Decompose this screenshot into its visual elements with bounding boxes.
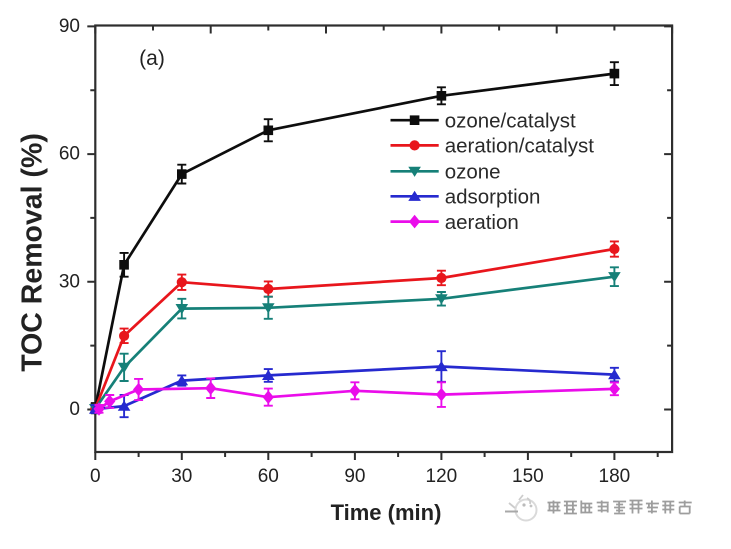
svg-text:30: 30 [171, 466, 192, 487]
svg-text:30: 30 [59, 271, 80, 292]
svg-text:120: 120 [426, 466, 458, 487]
svg-text:Time (min): Time (min) [331, 500, 442, 525]
svg-text:150: 150 [512, 466, 544, 487]
svg-text:0: 0 [90, 466, 101, 487]
svg-text:ozone: ozone [445, 161, 501, 184]
svg-text:90: 90 [59, 16, 80, 37]
svg-text:ozone/catalyst: ozone/catalyst [445, 109, 576, 132]
svg-text:0: 0 [69, 399, 80, 420]
svg-text:adsorption: adsorption [445, 186, 541, 209]
svg-text:(a): (a) [139, 47, 165, 70]
svg-text:180: 180 [599, 466, 631, 487]
svg-text:aeration/catalyst: aeration/catalyst [445, 135, 595, 158]
svg-text:90: 90 [344, 466, 365, 487]
svg-text:TOC Removal (%): TOC Removal (%) [17, 133, 49, 372]
svg-text:60: 60 [59, 144, 80, 165]
svg-text:60: 60 [258, 466, 279, 487]
svg-text:aeration: aeration [445, 211, 519, 234]
